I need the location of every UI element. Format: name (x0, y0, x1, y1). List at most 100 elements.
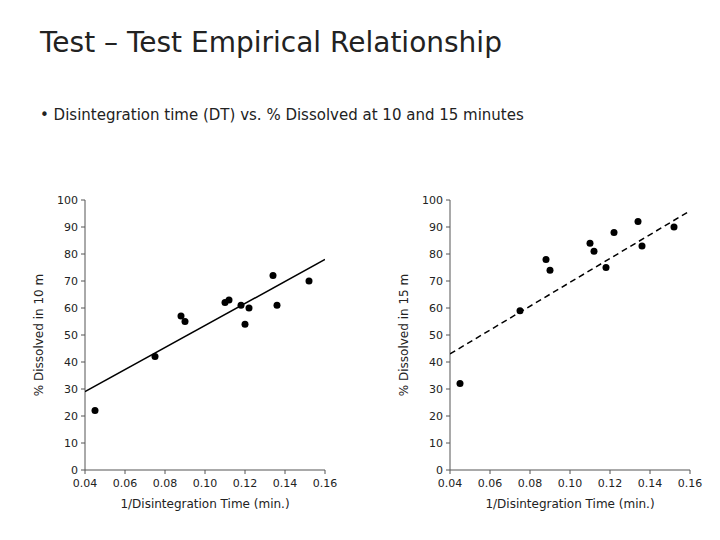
point (639, 242, 646, 249)
y-tick-label: 30 (429, 383, 443, 396)
y-tick (446, 227, 450, 228)
y-tick (446, 200, 450, 201)
x-tick-label: 0.16 (678, 477, 703, 490)
point (603, 264, 610, 271)
chart: 0.04 0.06 0.08 0.10 0.12 0.14 0.16 0 10 20 30 40 50 6… (397, 194, 702, 511)
fit-line (85, 259, 325, 391)
x-tick (205, 470, 206, 474)
x-tick (450, 470, 451, 474)
y-axis-label: % Dissolved in 10 m (32, 274, 46, 396)
y-tick (446, 308, 450, 309)
y-tick-label: 0 (71, 464, 78, 477)
point (591, 248, 598, 255)
x-tick-label: 0.16 (313, 477, 338, 490)
y-tick-label: 20 (64, 410, 78, 423)
y-tick-label: 80 (429, 248, 443, 261)
fit-line (450, 211, 690, 354)
y-tick (81, 389, 85, 390)
x-tick-label: 0.12 (598, 477, 623, 490)
y-tick-label: 10 (429, 437, 443, 450)
y-tick-label: 80 (64, 248, 78, 261)
x-tick-label: 0.12 (233, 477, 258, 490)
y-tick (446, 362, 450, 363)
y-tick (446, 281, 450, 282)
point (92, 407, 99, 414)
point (543, 256, 550, 263)
y-tick-label: 0 (436, 464, 443, 477)
point (270, 272, 277, 279)
point (182, 318, 189, 325)
x-tick (285, 470, 286, 474)
point (242, 321, 249, 328)
y-tick-label: 20 (429, 410, 443, 423)
y-tick-label: 50 (64, 329, 78, 342)
x-tick (650, 470, 651, 474)
x-tick-label: 0.14 (638, 477, 663, 490)
point (611, 229, 618, 236)
y-tick-label: 70 (64, 275, 78, 288)
y-tick (81, 470, 85, 471)
point (671, 224, 678, 231)
y-tick-label: 100 (422, 194, 443, 207)
y-tick (446, 443, 450, 444)
y-tick (81, 443, 85, 444)
y-tick-label: 50 (429, 329, 443, 342)
y-tick (81, 362, 85, 363)
subtitle: • Disintegration time (DT) vs. % Dissolv… (40, 106, 524, 124)
x-tick (490, 470, 491, 474)
x-tick-label: 0.04 (438, 477, 463, 490)
point (587, 240, 594, 247)
y-tick (81, 227, 85, 228)
x-tick (125, 470, 126, 474)
y-tick (81, 335, 85, 336)
point (246, 305, 253, 312)
title: Test – Test Empirical Relationship (39, 26, 502, 59)
y-tick (446, 335, 450, 336)
x-tick (325, 470, 326, 474)
y-tick-label: 40 (429, 356, 443, 369)
y-tick-label: 70 (429, 275, 443, 288)
figure: Test – Test Empirical Relationship • Disi… (0, 0, 720, 540)
plot-area (450, 211, 690, 387)
y-tick (446, 416, 450, 417)
y-tick (81, 308, 85, 309)
x-axis-label: 1/Disintegration Time (min.) (485, 497, 654, 511)
plot-area (85, 259, 325, 414)
x-tick (530, 470, 531, 474)
y-axis-label: % Dissolved in 15 m (397, 274, 411, 396)
y-tick-label: 60 (64, 302, 78, 315)
x-tick (85, 470, 86, 474)
x-tick (570, 470, 571, 474)
x-tick (610, 470, 611, 474)
y-tick-label: 40 (64, 356, 78, 369)
y-tick (81, 281, 85, 282)
x-tick-label: 0.06 (478, 477, 503, 490)
chart: Test – Test Empirical Relationship • Disi… (32, 26, 524, 511)
x-tick-label: 0.06 (113, 477, 138, 490)
y-tick (81, 254, 85, 255)
y-tick-label: 60 (429, 302, 443, 315)
y-tick-label: 30 (64, 383, 78, 396)
x-tick-label: 0.08 (153, 477, 178, 490)
y-tick-label: 90 (64, 221, 78, 234)
point (547, 267, 554, 274)
point (635, 218, 642, 225)
y-tick (446, 254, 450, 255)
y-tick-label: 100 (57, 194, 78, 207)
point (226, 296, 233, 303)
y-tick (446, 389, 450, 390)
y-tick (446, 470, 450, 471)
y-tick (81, 200, 85, 201)
point (274, 302, 281, 309)
point (306, 278, 313, 285)
y-tick (81, 416, 85, 417)
x-tick-label: 0.10 (193, 477, 218, 490)
y-tick-label: 90 (429, 221, 443, 234)
y-tick-label: 10 (64, 437, 78, 450)
point (457, 380, 464, 387)
x-tick-label: 0.10 (558, 477, 583, 490)
x-tick-label: 0.08 (518, 477, 543, 490)
x-axis-label: 1/Disintegration Time (min.) (120, 497, 289, 511)
x-tick-label: 0.14 (273, 477, 298, 490)
x-tick-label: 0.04 (73, 477, 98, 490)
